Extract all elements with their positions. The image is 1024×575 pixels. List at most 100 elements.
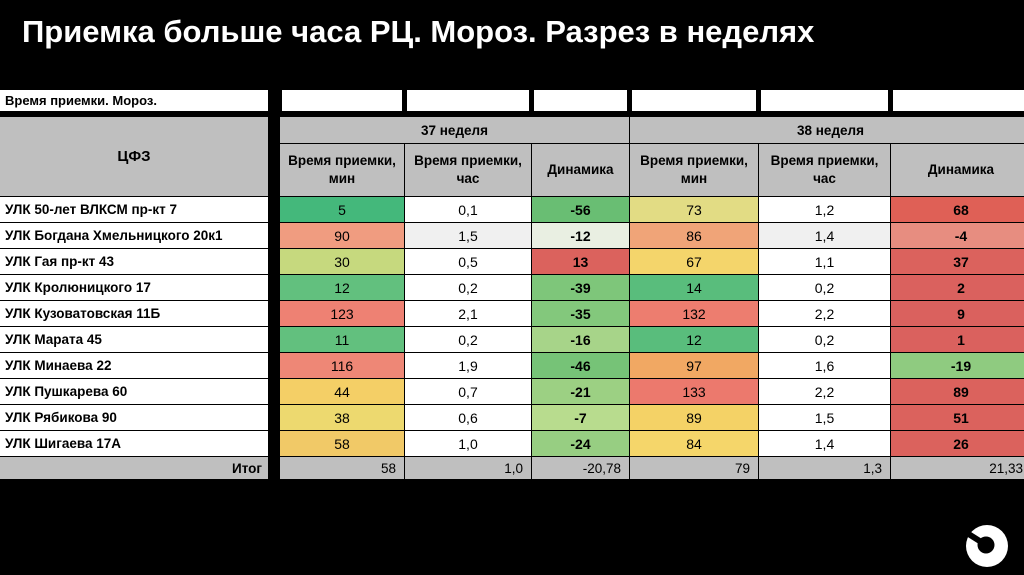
column-header: Динамика <box>891 144 1024 196</box>
total-label: Итог <box>0 457 268 479</box>
value-cell: 0,2 <box>759 327 890 352</box>
value-cell: 0,7 <box>405 379 531 404</box>
value-cell: 123 <box>280 301 404 326</box>
value-cell: 58 <box>280 431 404 456</box>
value-cell: 12 <box>630 327 758 352</box>
value-cell: 14 <box>630 275 758 300</box>
value-cell: 116 <box>280 353 404 378</box>
column-header: Время приемки, час <box>759 144 890 196</box>
table-caption: Время приемки. Мороз. <box>0 90 268 111</box>
value-cell: -46 <box>532 353 629 378</box>
value-cell: 1,4 <box>759 223 890 248</box>
column-header: Время приемки, мин <box>630 144 758 196</box>
value-cell: 1,9 <box>405 353 531 378</box>
spreadsheet-top-row: Время приемки. Мороз. <box>0 90 1024 111</box>
row-label: УЛК Шигаева 17А <box>0 431 268 456</box>
value-cell: 2,2 <box>759 379 890 404</box>
empty-cell <box>534 90 627 111</box>
value-cell: 97 <box>630 353 758 378</box>
row-label: УЛК Кузоватовская 11Б <box>0 301 268 326</box>
value-cell: -12 <box>532 223 629 248</box>
value-cell: 1,2 <box>759 197 890 222</box>
empty-cell <box>282 90 402 111</box>
value-cell: 1,6 <box>759 353 890 378</box>
value-cell: 86 <box>630 223 758 248</box>
value-cell: -24 <box>532 431 629 456</box>
value-cell: 67 <box>630 249 758 274</box>
value-cell: 30 <box>280 249 404 274</box>
value-cell: 73 <box>630 197 758 222</box>
row-label: УЛК Пушкарева 60 <box>0 379 268 404</box>
value-cell: 90 <box>280 223 404 248</box>
value-cell: 44 <box>280 379 404 404</box>
total-cell: 1,3 <box>759 457 890 479</box>
value-cell: 68 <box>891 197 1024 222</box>
column-header: Время приемки, час <box>405 144 531 196</box>
value-cell: 0,1 <box>405 197 531 222</box>
value-cell: -56 <box>532 197 629 222</box>
value-cell: 1,0 <box>405 431 531 456</box>
value-cell: 1,1 <box>759 249 890 274</box>
empty-cell <box>893 90 1024 111</box>
value-cell: -7 <box>532 405 629 430</box>
week-group-header-37: 37 неделя <box>280 117 629 143</box>
value-cell: 26 <box>891 431 1024 456</box>
value-cell: 1 <box>891 327 1024 352</box>
value-cell: 2 <box>891 275 1024 300</box>
value-cell: -16 <box>532 327 629 352</box>
page-title: Приемка больше часа РЦ. Мороз. Разрез в … <box>22 14 815 49</box>
value-cell: 0,2 <box>405 327 531 352</box>
value-cell: -19 <box>891 353 1024 378</box>
total-cell: 1,0 <box>405 457 531 479</box>
value-cell: -35 <box>532 301 629 326</box>
logo <box>962 520 1012 570</box>
row-label: УЛК Кролюницкого 17 <box>0 275 268 300</box>
spacer-cell <box>269 90 279 111</box>
row-label: УЛК 50-лет ВЛКСМ пр-кт 7 <box>0 197 268 222</box>
value-cell: 1,5 <box>759 405 890 430</box>
value-cell: 89 <box>630 405 758 430</box>
value-cell: -4 <box>891 223 1024 248</box>
value-cell: -21 <box>532 379 629 404</box>
value-cell: 0,2 <box>759 275 890 300</box>
value-cell: 0,2 <box>405 275 531 300</box>
logo-icon <box>965 525 1008 567</box>
empty-cell <box>632 90 756 111</box>
value-cell: 2,2 <box>759 301 890 326</box>
value-cell: 2,1 <box>405 301 531 326</box>
column-header: Время приемки, мин <box>280 144 404 196</box>
value-cell: 11 <box>280 327 404 352</box>
value-cell: 37 <box>891 249 1024 274</box>
row-label: УЛК Рябикова 90 <box>0 405 268 430</box>
empty-cell <box>407 90 529 111</box>
total-cell: 58 <box>280 457 404 479</box>
value-cell: 9 <box>891 301 1024 326</box>
empty-cell <box>761 90 888 111</box>
total-cell: -20,78 <box>532 457 629 479</box>
value-cell: 0,6 <box>405 405 531 430</box>
value-cell: 5 <box>280 197 404 222</box>
value-cell: 132 <box>630 301 758 326</box>
week-group-header-38: 38 неделя <box>630 117 1024 143</box>
row-label: УЛК Гая пр-кт 43 <box>0 249 268 274</box>
row-label: УЛК Минаева 22 <box>0 353 268 378</box>
total-cell: 21,33 <box>891 457 1024 479</box>
value-cell: 12 <box>280 275 404 300</box>
total-cell: 79 <box>630 457 758 479</box>
value-cell: 13 <box>532 249 629 274</box>
value-cell: 1,4 <box>759 431 890 456</box>
value-cell: 1,5 <box>405 223 531 248</box>
spacer-column <box>269 117 279 479</box>
data-table: ЦФЗ 37 неделя 38 неделя Время приемки, мин В… <box>0 117 1024 479</box>
value-cell: 38 <box>280 405 404 430</box>
row-header-cell: ЦФЗ <box>0 117 268 196</box>
value-cell: 51 <box>891 405 1024 430</box>
value-cell: 0,5 <box>405 249 531 274</box>
value-cell: 84 <box>630 431 758 456</box>
value-cell: 133 <box>630 379 758 404</box>
value-cell: 89 <box>891 379 1024 404</box>
value-cell: -39 <box>532 275 629 300</box>
column-header: Динамика <box>532 144 629 196</box>
row-label: УЛК Богдана Хмельницкого 20к1 <box>0 223 268 248</box>
row-label: УЛК Марата 45 <box>0 327 268 352</box>
